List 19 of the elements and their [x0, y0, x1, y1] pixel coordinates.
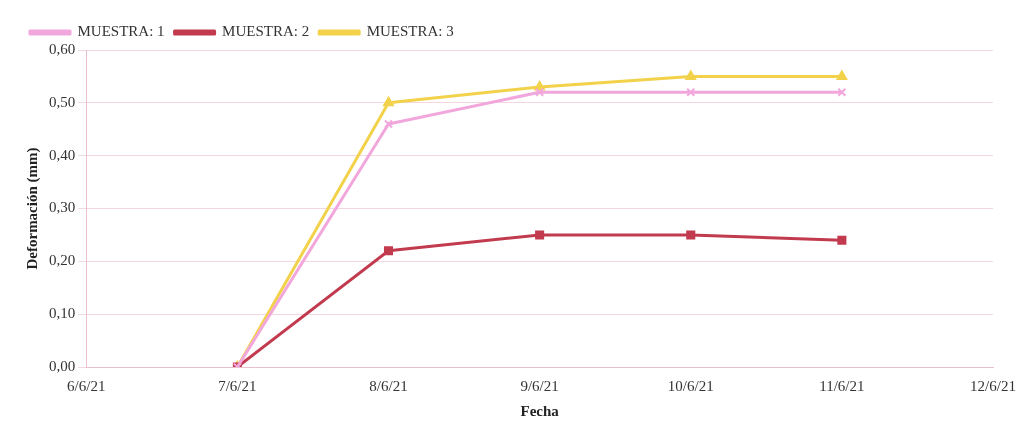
- y-tick-label: 0,20: [49, 252, 76, 269]
- x-tick-label: 11/6/21: [819, 377, 865, 394]
- x-tick-label: 8/6/21: [369, 377, 408, 394]
- x-tick-label: 12/6/21: [970, 377, 1016, 394]
- y-tick-label: 0,00: [49, 357, 76, 374]
- legend-label: MUESTRA: 2: [222, 23, 310, 40]
- y-tick-label: 0,10: [49, 305, 76, 322]
- y-tick-label: 0,30: [49, 199, 76, 216]
- x-axis-title: Fecha: [520, 402, 560, 419]
- x-tick-label: 6/6/21: [67, 377, 106, 394]
- y-tick-label: 0,50: [49, 93, 76, 110]
- x-tick-label: 9/6/21: [520, 377, 559, 394]
- x-tick-label: 7/6/21: [218, 377, 257, 394]
- y-tick-label: 0,40: [49, 146, 76, 163]
- legend-label: MUESTRA: 3: [366, 23, 454, 40]
- legend-label: MUESTRA: 1: [77, 23, 165, 40]
- y-tick-label: 0,60: [49, 40, 76, 57]
- y-axis-title: Deformación (mm): [23, 147, 41, 270]
- x-tick-label: 10/6/21: [667, 377, 714, 394]
